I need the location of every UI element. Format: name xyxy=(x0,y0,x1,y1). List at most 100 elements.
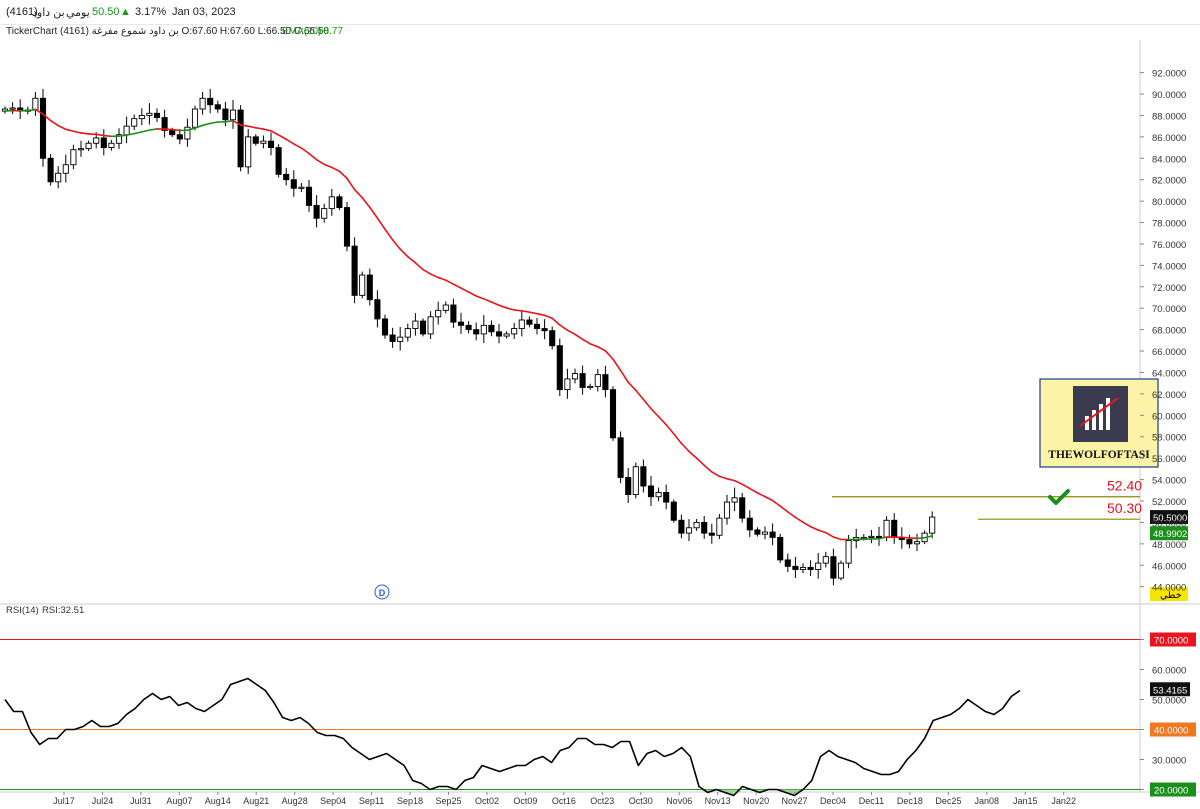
candle-down xyxy=(754,529,761,535)
candle-down xyxy=(488,324,495,333)
candle-down xyxy=(670,501,677,521)
period-label[interactable]: يومي xyxy=(66,7,90,19)
candle-down xyxy=(701,521,708,534)
ema-segment xyxy=(482,298,493,303)
candle-up xyxy=(594,374,601,387)
ema-segment xyxy=(589,343,599,348)
ema-segment xyxy=(232,119,242,126)
date-tick-label: Jul17 xyxy=(53,796,75,806)
price-tick-label: 50.0000 xyxy=(1152,518,1186,529)
ema-segment xyxy=(323,163,333,169)
candle-down xyxy=(609,389,617,439)
ema-segment xyxy=(513,309,523,312)
candle-down xyxy=(381,318,389,336)
target-label-1: 52.40 xyxy=(1107,478,1142,494)
rsi-level-tag-text: 70.0000 xyxy=(1154,636,1188,647)
ema-segment xyxy=(239,124,249,127)
date-tick-label: Oct30 xyxy=(629,796,653,806)
ema-segment xyxy=(604,350,614,360)
candle-down xyxy=(419,320,427,335)
ema-segment xyxy=(255,127,265,130)
candle-up xyxy=(632,466,639,496)
candle-up xyxy=(260,140,267,144)
info-bar: TickerChart بن داود شموع مفرغة (4161) O:… xyxy=(0,24,1140,40)
candle-down xyxy=(283,173,290,181)
candle-down xyxy=(891,519,898,538)
ema-segment xyxy=(771,499,782,507)
ema-segment xyxy=(201,122,211,127)
ema-segment xyxy=(277,134,288,141)
candle-up xyxy=(123,125,130,136)
ema-segment xyxy=(300,147,310,155)
ema-layer xyxy=(4,108,934,541)
rsi-panel: RSI(14)RSI:32.51 20.0000 30.0000 40.0000 50.… xyxy=(0,605,1196,797)
ema-segment xyxy=(832,536,842,541)
ema-segment xyxy=(817,529,827,534)
rsi-level-tag-text: 40.0000 xyxy=(1154,726,1188,737)
price-tick-label: 88.0000 xyxy=(1152,111,1186,122)
candle-up xyxy=(587,385,594,389)
ema-segment xyxy=(163,128,173,131)
candle-up xyxy=(138,114,145,120)
price-tick-label: 64.0000 xyxy=(1152,368,1186,379)
ema-segment xyxy=(809,525,820,531)
rsi-level-tag xyxy=(1150,722,1196,737)
price-tick-label: 56.0000 xyxy=(1152,454,1186,465)
up-arrow-icon: ▲ xyxy=(120,6,131,18)
ema-segment xyxy=(900,536,911,539)
candle-up xyxy=(245,136,252,168)
candle-up xyxy=(564,378,571,391)
candle-down xyxy=(678,519,685,534)
candle-down xyxy=(290,179,297,189)
candle-up xyxy=(427,316,434,335)
ohlc-label: بن داود شموع مفرغة (4161) O:67.60 H:67.6… xyxy=(60,26,329,37)
candle-down xyxy=(465,324,472,331)
ema-segment xyxy=(574,333,584,341)
date-tick-label: Aug07 xyxy=(166,796,192,806)
ema-segment xyxy=(247,125,257,129)
candle-down xyxy=(906,539,913,545)
candle-up xyxy=(435,309,442,318)
header-bar: بن داود (4161) يومي 50.50 ▲ 3.17% Jan 03… xyxy=(0,0,1200,25)
ema-segment xyxy=(634,389,645,401)
candle-down xyxy=(457,321,465,326)
candle-down xyxy=(830,556,837,579)
candle-down xyxy=(647,485,655,498)
company-name: بن داود xyxy=(32,7,65,19)
ema-segment xyxy=(596,345,607,352)
ema-segment xyxy=(505,307,516,311)
ema-segment xyxy=(619,369,630,384)
date-tick-label: Oct09 xyxy=(513,796,537,806)
ema-segment xyxy=(498,304,508,309)
price-tick-label: 48.0000 xyxy=(1152,540,1186,551)
price-tick-label: 78.0000 xyxy=(1152,219,1186,230)
candle-up xyxy=(62,164,69,174)
date-tick-label: Dec11 xyxy=(859,796,884,806)
ema-segment xyxy=(353,188,364,199)
candle-up xyxy=(518,319,525,330)
date-tick-label: Aug28 xyxy=(282,796,308,806)
candle-down xyxy=(579,373,586,388)
ema-segment xyxy=(475,295,485,300)
rsi-level-tag-text: 20.0000 xyxy=(1154,786,1188,797)
price-tick-label: 58.0000 xyxy=(1152,433,1186,444)
candle-up xyxy=(397,336,404,342)
ema-segment xyxy=(923,535,934,539)
ema-segment xyxy=(95,133,105,137)
checkmark-icon xyxy=(1048,489,1070,505)
date-tick-label: Nov06 xyxy=(666,796,692,806)
ema-segment xyxy=(315,158,326,166)
candle-up xyxy=(9,107,16,110)
ema-segment xyxy=(444,279,455,285)
candle-down xyxy=(100,137,107,149)
rsi-title: RSI(14) xyxy=(6,605,39,616)
ema-segment xyxy=(779,505,789,513)
candle-down xyxy=(556,345,563,391)
rsi-value-label: RSI:32.51 xyxy=(42,605,84,616)
ema-segment xyxy=(292,143,303,149)
ema-segment xyxy=(26,108,37,112)
rsi-tick-label: 60.0000 xyxy=(1152,666,1186,677)
candle-down xyxy=(784,559,791,567)
date-tick-label: Nov27 xyxy=(782,796,808,806)
